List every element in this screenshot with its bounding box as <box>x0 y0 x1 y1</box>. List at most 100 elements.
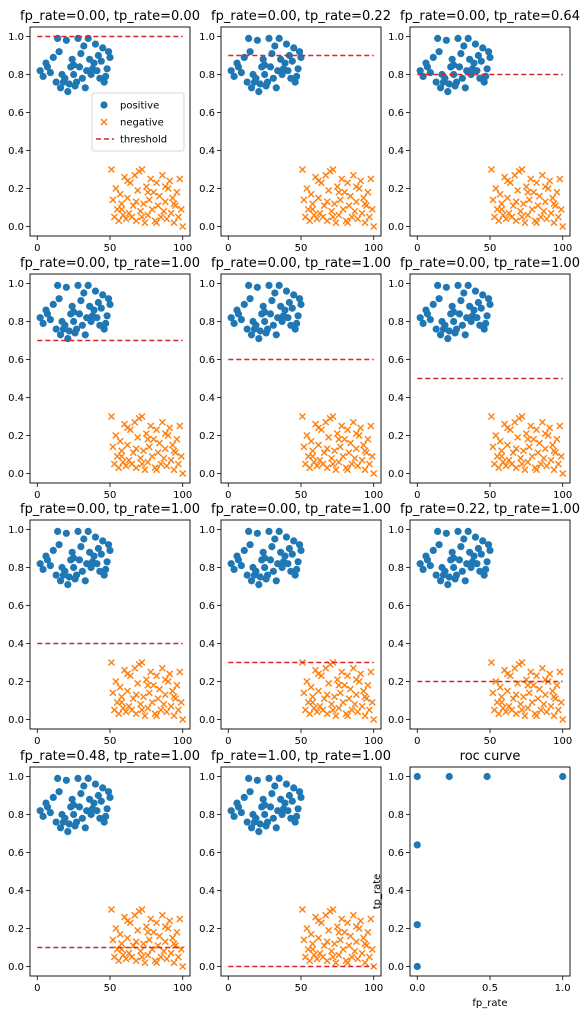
negative-point <box>138 906 146 913</box>
negative-point <box>538 664 546 672</box>
negative-point <box>530 435 538 443</box>
negative-point <box>346 932 354 940</box>
positive-point <box>486 53 494 62</box>
negative-point <box>547 209 555 217</box>
negative-point <box>329 460 337 468</box>
positive-point <box>293 319 301 327</box>
x-tick-label: 50 <box>104 983 117 994</box>
positive-point <box>423 63 432 71</box>
positive-point <box>103 805 111 813</box>
positive-point <box>268 297 276 305</box>
positive-point <box>94 544 102 553</box>
positive-point <box>291 571 299 579</box>
negative-point <box>332 466 340 474</box>
positive-point <box>256 820 264 828</box>
positive-point <box>52 78 60 86</box>
y-tick-label: 0.2 <box>8 677 24 688</box>
negative-point <box>160 700 168 708</box>
positive-point <box>62 776 70 784</box>
negative-point <box>123 917 131 925</box>
negative-point <box>309 452 317 460</box>
y-tick-label: 0.6 <box>8 108 24 119</box>
positive-point <box>36 314 44 322</box>
negative-point <box>132 938 140 946</box>
positive-point <box>416 67 424 75</box>
negative-point <box>370 470 378 477</box>
positive-point <box>70 70 78 79</box>
y-tick-label: 0.2 <box>8 431 24 442</box>
negative-point <box>177 205 185 213</box>
negative-point <box>528 452 536 460</box>
negative-point <box>141 959 149 967</box>
y-tick-label: 0.6 <box>8 848 24 859</box>
positive-point <box>234 803 243 811</box>
negative-point <box>348 706 356 714</box>
negative-point <box>518 213 526 221</box>
negative-point <box>496 437 504 445</box>
negative-point <box>349 171 357 179</box>
positive-point <box>106 300 114 308</box>
negative-point <box>142 183 150 191</box>
negative-point <box>169 687 177 695</box>
positive-point <box>288 304 296 312</box>
negative-point <box>502 462 510 470</box>
negative-point <box>550 712 558 720</box>
positive-point <box>284 314 292 322</box>
negative-point <box>522 183 530 191</box>
positive-point <box>104 541 113 549</box>
negative-point <box>361 712 369 720</box>
negative-point <box>333 430 341 438</box>
positive-point <box>240 793 248 802</box>
negative-point <box>489 196 497 204</box>
negative-point <box>341 681 349 689</box>
positive-point <box>434 527 442 536</box>
positive-point <box>293 812 301 821</box>
positive-point <box>253 283 261 291</box>
negative-point <box>367 422 375 430</box>
negative-point <box>161 691 169 699</box>
positive-point <box>265 34 273 43</box>
negative-point <box>314 687 322 695</box>
negative-point <box>161 938 169 946</box>
y-tick-label: 0.0 <box>199 715 215 726</box>
positive-point <box>43 63 52 71</box>
negative-point <box>138 706 146 714</box>
negative-point <box>512 691 520 699</box>
y-tick-label: 1.0 <box>8 32 24 43</box>
positive-point <box>474 544 482 553</box>
negative-point <box>330 200 338 208</box>
negative-point <box>141 466 149 474</box>
roc-point <box>413 962 421 971</box>
negative-point <box>512 445 520 453</box>
positive-point <box>484 295 493 303</box>
positive-point <box>285 544 293 553</box>
negative-point <box>309 945 317 953</box>
x-tick-label: 100 <box>173 983 192 994</box>
negative-point <box>173 188 181 196</box>
positive-point <box>259 55 267 63</box>
positive-point <box>429 546 437 555</box>
negative-point <box>535 192 543 200</box>
positive-point <box>295 295 304 303</box>
y-tick-label: 0.6 <box>199 355 215 366</box>
positive-point <box>266 803 275 811</box>
positive-point <box>70 317 78 326</box>
positive-point <box>271 535 279 543</box>
negative-point <box>300 689 308 697</box>
negative-point <box>325 186 333 194</box>
negative-point <box>348 953 356 961</box>
positive-point <box>457 543 465 551</box>
negative-point <box>314 670 322 678</box>
negative-point <box>538 418 546 426</box>
positive-point <box>75 556 84 564</box>
positive-point <box>72 571 81 579</box>
negative-point <box>352 938 360 946</box>
positive-point <box>234 556 243 564</box>
negative-point <box>364 928 372 936</box>
positive-point <box>265 281 273 289</box>
positive-point <box>486 300 494 308</box>
negative-point <box>556 422 564 430</box>
positive-point <box>474 51 482 60</box>
positive-point <box>230 812 238 821</box>
x-tick-label: 0 <box>225 983 231 994</box>
